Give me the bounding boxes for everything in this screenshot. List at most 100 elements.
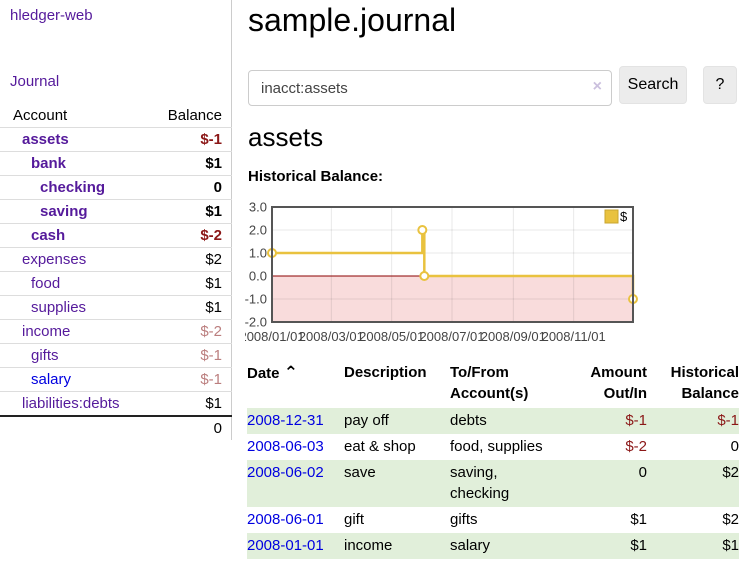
- transaction-accounts: gifts: [450, 511, 478, 528]
- transaction-date-link[interactable]: 2008-01-01: [247, 537, 324, 554]
- x-axis-tick-label: 2008/09/01: [481, 329, 546, 344]
- x-axis-tick-label: 2008/07/01: [419, 329, 484, 344]
- account-balance: $1: [150, 295, 232, 320]
- x-axis-tick-label: 2008/11/01: [542, 329, 606, 344]
- legend-label: $: [620, 209, 628, 224]
- y-axis-tick-label: -2.0: [245, 315, 267, 330]
- transaction-description: save: [344, 464, 376, 481]
- transaction-accounts: saving, checking: [450, 464, 510, 502]
- account-balance: $-1: [150, 343, 232, 368]
- account-link-food[interactable]: food: [31, 275, 61, 292]
- account-balance: $1: [150, 271, 232, 296]
- transaction-amount: $-2: [625, 438, 647, 455]
- transaction-row: 2008-06-01 gift gifts $1 $2: [247, 507, 739, 533]
- account-row: liabilities:debts $1: [0, 391, 232, 416]
- account-balance: $-1: [150, 367, 232, 392]
- transaction-amount: $1: [630, 537, 647, 554]
- x-axis-tick-label: 2008/05/01: [359, 329, 424, 344]
- account-title: assets: [248, 122, 324, 152]
- account-link-income[interactable]: income: [22, 323, 71, 340]
- account-row: gifts $-1: [0, 343, 232, 368]
- transaction-accounts: salary: [450, 537, 491, 554]
- account-row: assets $-1: [0, 127, 232, 152]
- clear-search-icon[interactable]: ×: [592, 78, 602, 95]
- account-balance: $2: [150, 247, 232, 272]
- y-axis-tick-label: 3.0: [249, 200, 267, 215]
- y-axis-tick-label: 2.0: [249, 223, 267, 238]
- x-axis-tick-label: 2008/01/01: [245, 329, 305, 344]
- accounts-header-balance: Balance: [167, 107, 222, 124]
- transaction-accounts: debts: [450, 412, 487, 429]
- transaction-description: eat & shop: [344, 438, 416, 455]
- accounts-header-account: Account: [13, 107, 68, 124]
- page-title: sample.journal: [248, 2, 457, 38]
- account-link-checking[interactable]: checking: [40, 179, 106, 196]
- y-axis-tick-label: -1.0: [245, 292, 267, 307]
- account-row: income $-2: [0, 319, 232, 344]
- account-link-expenses[interactable]: expenses: [22, 251, 87, 268]
- register-header-balance: Historical Balance: [670, 364, 739, 402]
- transaction-date-link[interactable]: 2008-12-31: [247, 412, 324, 429]
- transaction-description: gift: [344, 511, 365, 528]
- account-balance: $-2: [150, 223, 232, 248]
- negative-region: [272, 276, 633, 322]
- account-link-bank[interactable]: bank: [31, 155, 67, 172]
- account-link-liabilities-debts[interactable]: liabilities:debts: [22, 395, 120, 412]
- account-row: bank $1: [0, 151, 232, 176]
- account-link-gifts[interactable]: gifts: [31, 347, 59, 364]
- transaction-row: 2008-06-02 save saving, checking 0 $2: [247, 460, 739, 507]
- transaction-amount: 0: [638, 464, 647, 481]
- transaction-row: 2008-12-31 pay off debts $-1 $-1: [247, 408, 739, 434]
- data-point-marker: [419, 271, 430, 281]
- search-input[interactable]: [248, 70, 612, 106]
- chart-label: Historical Balance:: [248, 168, 384, 185]
- register-header-date[interactable]: Date ⌃: [247, 363, 298, 382]
- account-row: expenses $2: [0, 247, 232, 272]
- transaction-row: 2008-01-01 income salary $1 $1: [247, 533, 739, 559]
- account-link-supplies[interactable]: supplies: [31, 299, 87, 316]
- account-row: salary $-1: [0, 367, 232, 392]
- y-axis-tick-label: 0.0: [249, 269, 267, 284]
- data-point-marker: [417, 225, 428, 235]
- accounts-total-row: 0: [0, 415, 232, 440]
- sidebar: hledger-web Journal Account Balance asse…: [0, 0, 232, 440]
- register-header-description: Description: [344, 364, 427, 381]
- register-table: Date ⌃ Description To/From Account(s) Am…: [247, 360, 739, 559]
- transaction-date-link[interactable]: 2008-06-01: [247, 511, 324, 528]
- account-link-cash[interactable]: cash: [31, 227, 66, 244]
- chart-border: [271, 206, 634, 323]
- sidebar-item-journal[interactable]: Journal: [10, 73, 60, 90]
- help-button[interactable]: ?: [703, 66, 737, 104]
- account-row: food $1: [0, 271, 232, 296]
- account-balance: $1: [150, 391, 232, 416]
- account-balance: $1: [150, 199, 232, 224]
- transaction-date-link[interactable]: 2008-06-02: [247, 464, 324, 481]
- search-button[interactable]: Search: [619, 66, 687, 104]
- accounts-table: Account Balance assets $-1 bank $1 checking 0…: [0, 104, 232, 440]
- transaction-amount: $1: [630, 511, 647, 528]
- transaction-description: income: [344, 537, 393, 554]
- account-link-salary[interactable]: salary: [31, 371, 72, 388]
- y-axis-tick-label: 1.0: [249, 246, 267, 261]
- account-link-saving[interactable]: saving: [40, 203, 88, 220]
- account-balance: $-1: [150, 127, 232, 152]
- register-header-amount: Amount Out/In: [590, 364, 647, 402]
- account-row: checking 0: [0, 175, 232, 200]
- sort-asc-icon: ⌃: [283, 363, 298, 382]
- transaction-date-link[interactable]: 2008-06-03: [247, 438, 324, 455]
- account-link-assets[interactable]: assets: [22, 131, 69, 148]
- account-balance: 0: [150, 175, 232, 200]
- legend-swatch-icon: [604, 209, 619, 224]
- transaction-accounts: food, supplies: [450, 438, 543, 455]
- account-row: saving $1: [0, 199, 232, 224]
- account-row: supplies $1: [0, 295, 232, 320]
- accounts-total: 0: [150, 415, 232, 440]
- transaction-balance: $-1: [717, 412, 739, 429]
- app-title-link[interactable]: hledger-web: [10, 7, 93, 24]
- transaction-amount: $-1: [625, 412, 647, 429]
- register-header-accounts: To/From Account(s): [450, 364, 529, 402]
- transaction-description: pay off: [344, 412, 389, 429]
- historical-balance-chart: $3.0 2.0 1.0 0.0 -1.0 -2.02008/01/012008/03/0…: [245, 200, 638, 344]
- transaction-balance: $2: [722, 464, 739, 481]
- account-balance: $-2: [150, 319, 232, 344]
